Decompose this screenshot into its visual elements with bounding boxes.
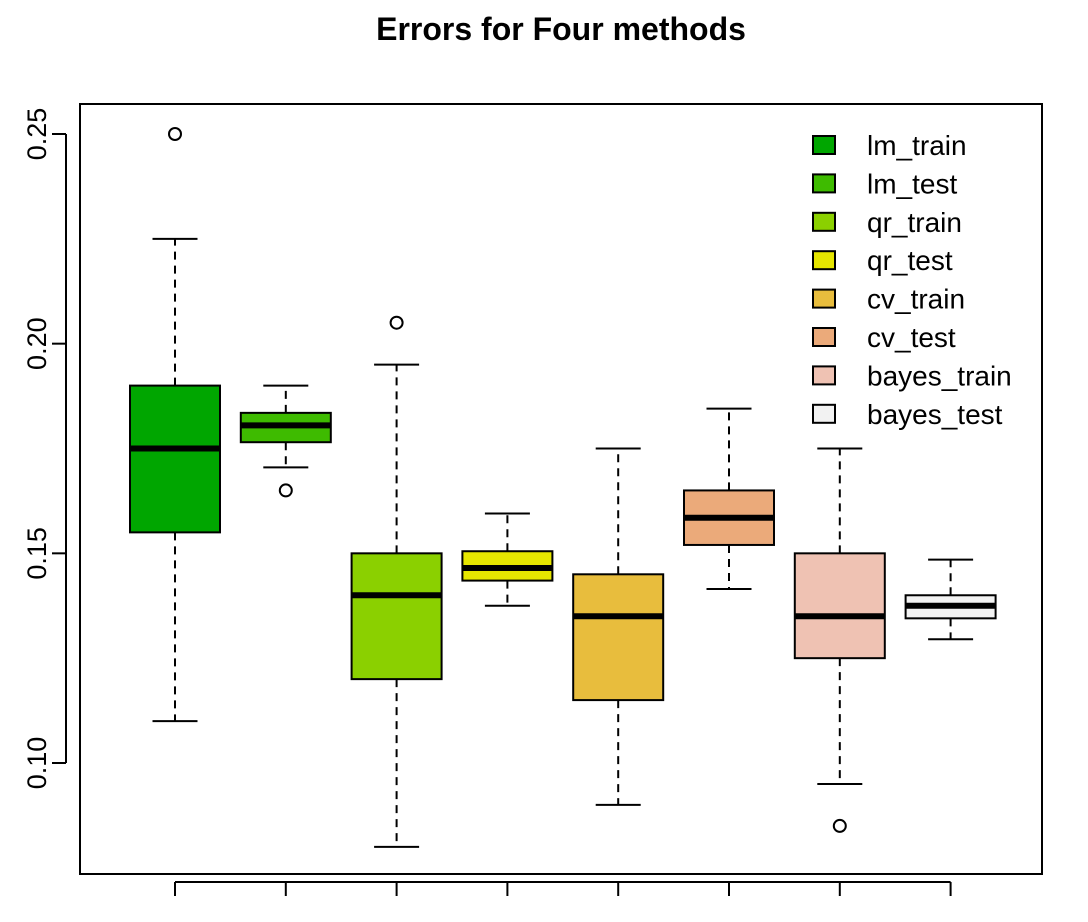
legend-label: cv_train xyxy=(867,284,965,315)
y-tick-label: 0.15 xyxy=(22,527,52,580)
legend-label: cv_test xyxy=(867,322,956,353)
legend-swatch xyxy=(812,211,836,232)
box-iqr xyxy=(793,552,886,660)
legend: lm_train lm_test qr_train qr_test cv_traincv… xyxy=(812,130,1012,430)
legend-swatch xyxy=(812,135,836,155)
legend-label: qr_test xyxy=(867,245,953,276)
x-axis xyxy=(174,881,952,896)
box-cv_test xyxy=(683,407,775,590)
outlier-point xyxy=(278,483,293,498)
outlier-point xyxy=(168,127,182,141)
legend-label: bayes_test xyxy=(867,399,1003,430)
box-bayes_train xyxy=(793,447,886,833)
legend-label: bayes_train xyxy=(867,360,1012,391)
outlier-point xyxy=(389,315,404,330)
legend-label: lm_train xyxy=(867,130,967,161)
legend-label: lm_test xyxy=(867,168,957,199)
y-tick-label: 0.10 xyxy=(22,737,52,790)
box-qr_test xyxy=(461,512,554,607)
y-tick-label: 0.25 xyxy=(22,108,52,161)
y-tick-label: 0.20 xyxy=(22,317,52,370)
plot-frame xyxy=(79,103,1043,875)
legend-swatch xyxy=(812,327,836,347)
legend-swatch xyxy=(812,365,836,386)
chart-title: Errors for Four methods xyxy=(376,11,746,47)
legend-swatch xyxy=(812,250,836,271)
box-lm_train xyxy=(129,127,221,723)
box-iqr xyxy=(572,573,665,702)
box-lm_test xyxy=(239,384,332,498)
y-axis: 0.10 0.15 0.20 0.25 xyxy=(22,108,67,790)
box-bayes_test xyxy=(904,558,997,641)
legend-swatch xyxy=(812,403,836,424)
legend-label: qr_train xyxy=(867,207,962,238)
legend-swatch xyxy=(812,173,836,194)
box-cv_train xyxy=(572,447,665,806)
box-qr_train xyxy=(350,315,443,848)
boxes-group xyxy=(129,127,997,848)
outlier-point xyxy=(832,818,847,833)
box-iqr xyxy=(129,384,221,534)
box-iqr xyxy=(350,552,443,681)
legend-swatch xyxy=(812,288,836,309)
